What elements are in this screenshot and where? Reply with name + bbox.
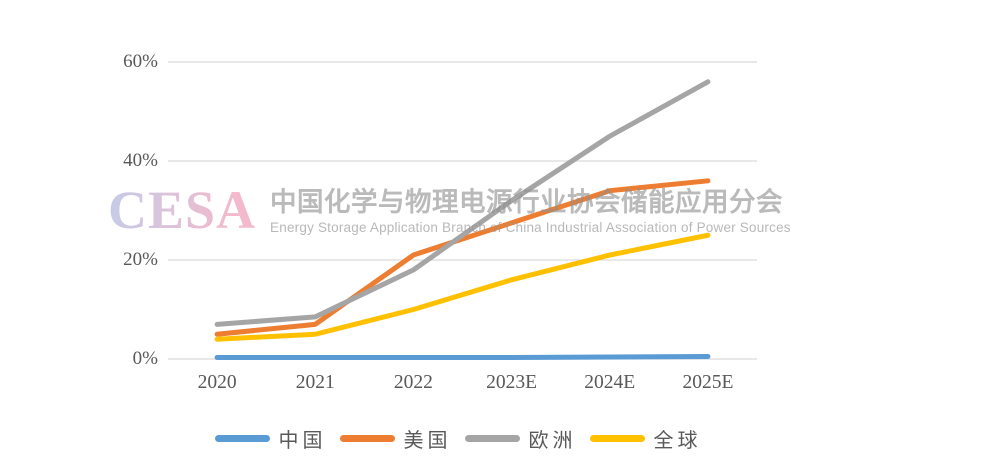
x-tick-label: 2024E [584,372,636,393]
series-line-usa [214,178,711,337]
x-tick-label: 2022 [393,372,433,393]
series-line-china [214,354,711,361]
legend-swatch-china [214,435,270,442]
series-line-global [214,232,711,342]
x-tick-label: 2020 [197,372,237,393]
x-tick-label: 2025E [682,372,734,393]
legend-swatch-europe [464,435,520,442]
y-tick-label: 0% [132,348,158,369]
legend-label-europe: 欧洲 [528,430,577,452]
legend-label-global: 全球 [653,430,702,452]
x-tick-label: 2021 [295,372,335,393]
y-tick-label: 40% [123,150,158,171]
legend-item-europe: 欧洲 [464,424,577,453]
y-tick-label: 20% [123,249,158,270]
legend-label-china: 中国 [278,430,327,452]
series-line-europe [214,79,711,327]
y-tick-label: 60% [123,51,158,72]
legend-swatch-global [589,435,645,442]
legend: 中国 美国 欧洲 全球 [148,424,768,453]
legend-item-usa: 美国 [339,424,452,453]
legend-label-usa: 美国 [403,430,452,452]
legend-item-china: 中国 [214,424,327,453]
legend-item-global: 全球 [589,424,702,453]
legend-swatch-usa [339,435,395,442]
x-tick-label: 2023E [486,372,538,393]
